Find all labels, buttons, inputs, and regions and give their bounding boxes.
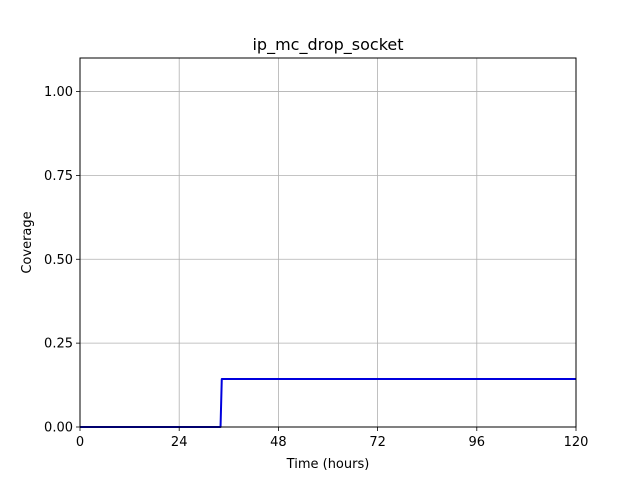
- y-tick-label: 1.00: [44, 85, 73, 100]
- x-axis-label: Time (hours): [286, 457, 370, 472]
- y-axis-label: Coverage: [20, 211, 35, 273]
- x-tick-label: 72: [369, 435, 386, 450]
- x-tick-label: 120: [564, 435, 589, 450]
- x-tick-label: 48: [270, 435, 287, 450]
- y-tick-label: 0.50: [44, 253, 73, 268]
- y-tick-label: 0.00: [44, 421, 73, 436]
- x-tick-label: 24: [171, 435, 188, 450]
- chart-title: ip_mc_drop_socket: [252, 35, 403, 55]
- x-tick-label: 0: [76, 435, 84, 450]
- y-tick-label: 0.25: [44, 337, 73, 352]
- x-tick-label: 96: [469, 435, 486, 450]
- y-tick-label: 0.75: [44, 169, 73, 184]
- ticks: 0 24 48 72 96 120 0.00 0.25 0.50 0.75 1.00: [44, 85, 588, 450]
- plot-frame: [79, 57, 577, 428]
